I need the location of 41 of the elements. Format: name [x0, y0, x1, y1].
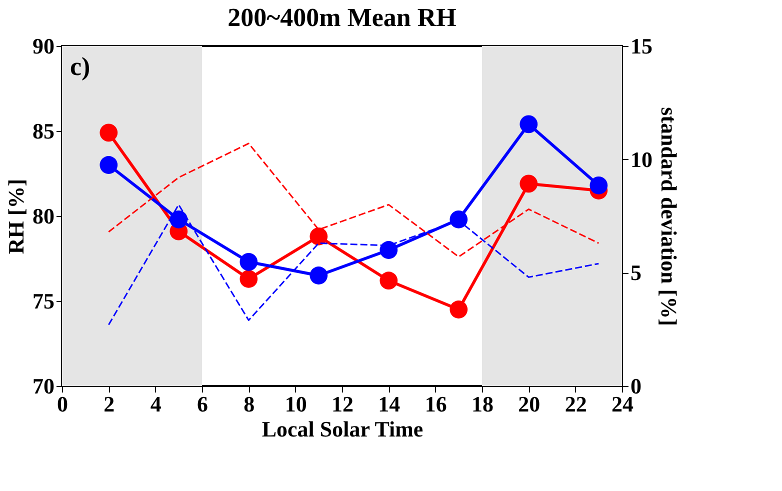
- point: [240, 270, 258, 288]
- y-tick-label: 70: [32, 374, 54, 398]
- chart-title: 200~400m Mean RH: [228, 3, 456, 32]
- x-tick-label: 20: [518, 392, 540, 416]
- x-tick-label: 4: [150, 392, 162, 416]
- annotation: c): [70, 52, 90, 81]
- point: [310, 266, 328, 284]
- x-tick-label: 2: [104, 392, 115, 416]
- point: [170, 210, 188, 228]
- x-tick-label: 16: [424, 392, 447, 416]
- point: [520, 174, 538, 193]
- y-axis-title: RH [%]: [4, 178, 28, 254]
- y-tick-label: 80: [32, 204, 54, 228]
- x-tick-label: 24: [612, 392, 634, 416]
- point: [520, 115, 538, 134]
- y2-tick-label: 10: [630, 146, 652, 172]
- x-axis-title: Local Solar Time: [262, 416, 424, 442]
- point: [380, 272, 398, 290]
- x-tick-label: 10: [284, 392, 307, 416]
- x-tick-label: 22: [564, 392, 587, 416]
- point: [450, 300, 468, 318]
- y-tick-label: 85: [32, 118, 54, 144]
- x-tick-label: 8: [244, 392, 255, 416]
- x-tick-label: 6: [197, 392, 208, 416]
- point: [450, 210, 468, 228]
- x-tick-label: 18: [472, 392, 494, 416]
- x-tick-label: 0: [57, 392, 68, 416]
- y2-axis-title: standard deviation [%]: [656, 107, 682, 326]
- y-tick-label: 90: [32, 34, 54, 58]
- point: [100, 156, 118, 174]
- x-tick-label: 14: [378, 392, 400, 416]
- x-tick-label: 12: [332, 392, 354, 416]
- point: [380, 241, 398, 259]
- y2-tick-label: 15: [630, 34, 652, 58]
- point: [310, 227, 328, 246]
- point: [100, 124, 118, 142]
- y-tick-label: 75: [32, 288, 54, 314]
- y2-tick-label: 0: [630, 374, 642, 398]
- y2-tick-label: 5: [630, 260, 642, 286]
- point: [590, 176, 608, 194]
- point: [240, 252, 258, 271]
